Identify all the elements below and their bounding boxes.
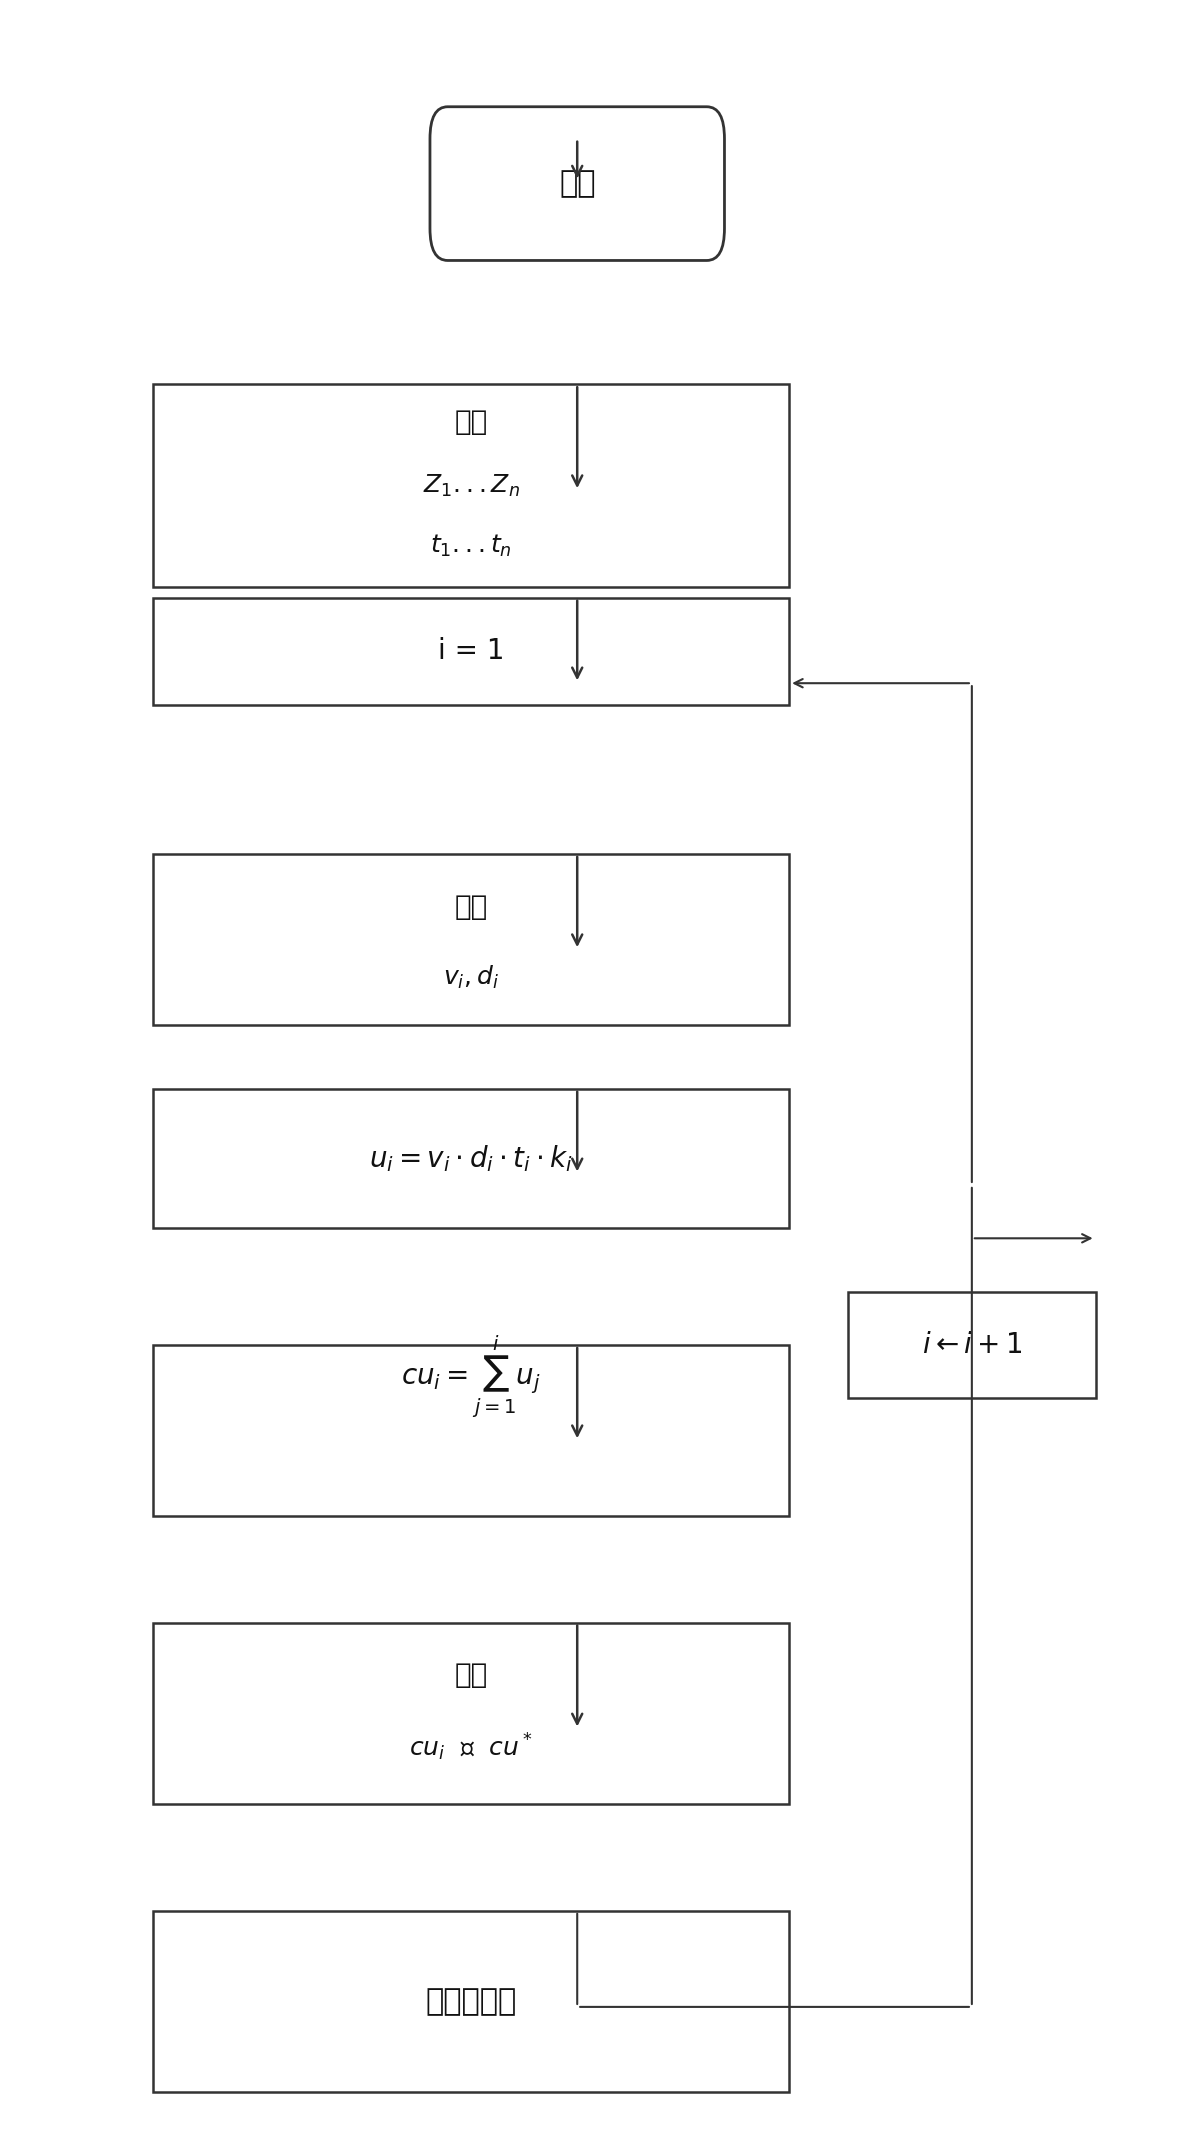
Bar <box>153 384 789 587</box>
Text: $i \leftarrow i + 1$: $i \leftarrow i + 1$ <box>921 1330 1023 1360</box>
Bar <box>153 1345 789 1516</box>
Text: $u_i = v_i \cdot d_i \cdot t_i \cdot k_i$: $u_i = v_i \cdot d_i \cdot t_i \cdot k_i… <box>370 1142 573 1174</box>
Text: i = 1: i = 1 <box>438 636 504 666</box>
Text: $v_i, d_i$: $v_i, d_i$ <box>443 965 499 991</box>
Text: 使结果可用: 使结果可用 <box>425 1988 517 2015</box>
Bar <box>153 1089 789 1228</box>
Bar <box>153 854 789 1025</box>
Text: $cu_i = \sum_{j=1}^{i} u_j$: $cu_i = \sum_{j=1}^{i} u_j$ <box>402 1334 541 1420</box>
Bar <box>848 1292 1096 1398</box>
Text: $Z_1...Z_n$: $Z_1...Z_n$ <box>423 472 519 500</box>
FancyBboxPatch shape <box>430 107 724 260</box>
Text: 开始: 开始 <box>560 169 595 199</box>
Text: $t_1...t_n$: $t_1...t_n$ <box>430 532 512 559</box>
Text: 比较: 比较 <box>455 1661 488 1689</box>
Text: 确定: 确定 <box>455 892 488 922</box>
Text: 定义: 定义 <box>455 408 488 436</box>
Bar <box>153 598 789 705</box>
Bar <box>153 1911 789 2092</box>
Bar <box>153 1623 789 1804</box>
Text: $cu_i$  与  $cu^*$: $cu_i$ 与 $cu^*$ <box>409 1731 534 1764</box>
